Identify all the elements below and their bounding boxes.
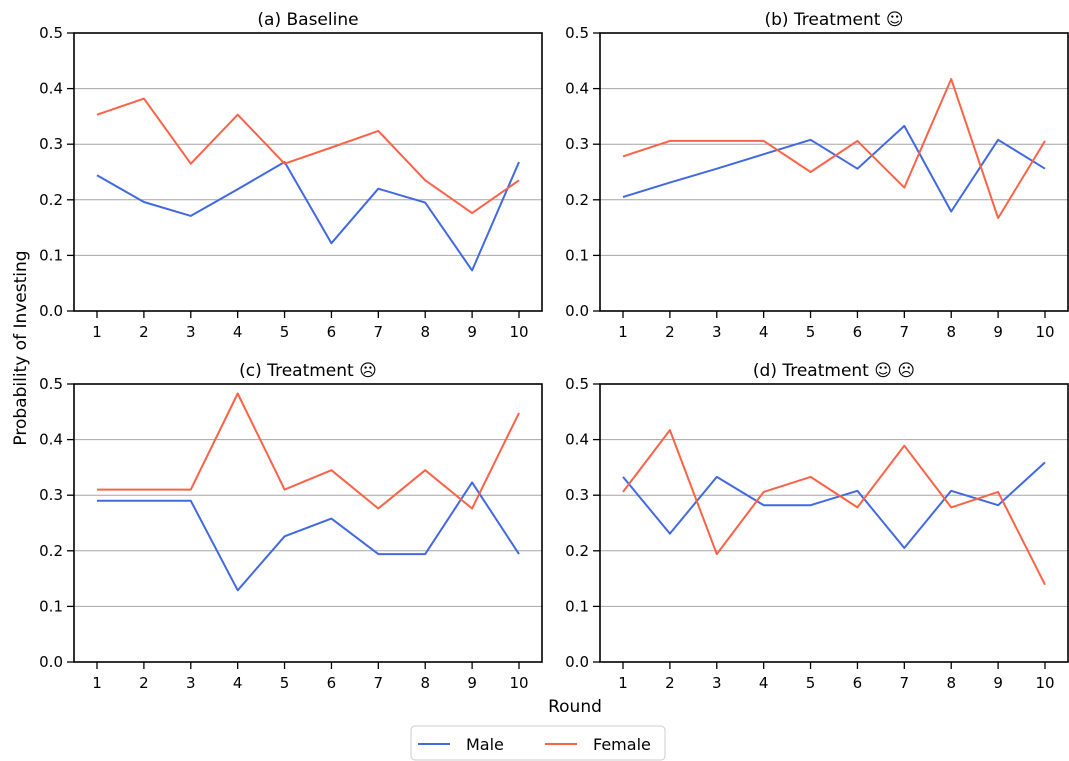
y-tick-label-a: 0.1 <box>39 246 63 264</box>
y-tick-label-c: 0.0 <box>39 653 63 671</box>
panel-title-c: (c) Treatment ☹ <box>239 361 377 381</box>
legend-frame <box>410 725 666 761</box>
y-tick-label-b: 0.5 <box>565 24 589 42</box>
x-tick-label-b: 4 <box>759 323 769 341</box>
y-tick-label-d: 0.0 <box>565 653 589 671</box>
x-tick-label-a: 9 <box>467 323 477 341</box>
y-tick-label-d: 0.4 <box>565 431 589 449</box>
x-tick-label-a: 7 <box>374 323 384 341</box>
y-tick-label-b: 0.2 <box>565 191 589 209</box>
x-tick-label-c: 10 <box>509 674 528 692</box>
series-female-line-b <box>622 78 1046 220</box>
x-tick-label-d: 5 <box>806 674 816 692</box>
panel-title-b: (b) Treatment ☺ <box>764 10 903 30</box>
x-tick-label-b: 1 <box>618 323 628 341</box>
panels: 0.0 0.1 0.2 0.3 0.4 0.5 1 2 3 4 5 6 7 8 9 10 (a) Baselin… <box>39 10 1069 692</box>
x-axis-label: Round <box>548 697 602 717</box>
x-tick-label-c: 5 <box>280 674 290 692</box>
plot-frame-b <box>599 32 1069 312</box>
y-tick-label-a: 0.3 <box>39 135 63 153</box>
x-tick-label-a: 1 <box>92 323 102 341</box>
legend-label-female: Female <box>593 735 651 754</box>
series-female-line-c <box>97 392 520 510</box>
y-tick-label-b: 0.4 <box>565 80 589 98</box>
series-male-line-b <box>622 124 1046 213</box>
x-tick-label-d: 7 <box>900 674 910 692</box>
x-tick-label-a: 6 <box>327 323 337 341</box>
panel-d: 0.0 0.1 0.2 0.3 0.4 0.5 1 2 3 4 5 6 7 8 9 10 (d) Treatme… <box>565 361 1069 692</box>
series-male-line-c <box>97 481 520 592</box>
y-tick-label-c: 0.1 <box>39 597 63 615</box>
x-tick-label-b: 7 <box>900 323 910 341</box>
x-tick-label-b: 5 <box>806 323 816 341</box>
x-tick-label-b: 3 <box>712 323 722 341</box>
x-tick-label-c: 6 <box>327 674 337 692</box>
x-tick-label-c: 1 <box>92 674 102 692</box>
y-tick-label-c: 0.4 <box>39 431 63 449</box>
series-male-line-a <box>96 161 520 272</box>
x-tick-label-a: 3 <box>186 323 196 341</box>
x-tick-label-d: 6 <box>853 674 863 692</box>
y-tick-label-d: 0.2 <box>565 542 589 560</box>
y-tick-label-d: 0.5 <box>565 375 589 393</box>
x-tick-label-b: 6 <box>853 323 863 341</box>
x-tick-label-b: 9 <box>993 323 1003 341</box>
legend: Male Female <box>410 725 666 761</box>
x-tick-label-b: 2 <box>665 323 675 341</box>
y-axis-label: Probability of Investing <box>11 250 31 445</box>
x-tick-label-d: 10 <box>1035 674 1054 692</box>
y-tick-label-b: 0.0 <box>565 302 589 320</box>
x-tick-label-a: 8 <box>420 323 430 341</box>
y-tick-label-a: 0.2 <box>39 191 63 209</box>
panel-b: 0.0 0.1 0.2 0.3 0.4 0.5 1 2 3 4 5 6 7 8 9 10 (b) Treatme… <box>565 10 1069 341</box>
y-tick-label-b: 0.3 <box>565 135 589 153</box>
plot-frame-c <box>73 383 543 663</box>
y-tick-label-d: 0.3 <box>565 486 589 504</box>
plot-frame-d <box>599 383 1069 663</box>
panel-a: 0.0 0.1 0.2 0.3 0.4 0.5 1 2 3 4 5 6 7 8 9 10 (a) Baselin… <box>39 10 543 341</box>
panel-title-d: (d) Treatment ☺ ☹ <box>753 361 915 381</box>
x-tick-label-a: 4 <box>233 323 243 341</box>
y-tick-label-d: 0.1 <box>565 597 589 615</box>
y-tick-label-a: 0.4 <box>39 80 63 98</box>
x-tick-label-d: 3 <box>712 674 722 692</box>
y-tick-label-a: 0.0 <box>39 302 63 320</box>
x-tick-label-c: 9 <box>467 674 477 692</box>
series-male-line-d <box>622 461 1046 549</box>
legend-label-male: Male <box>466 735 504 754</box>
panel-c: 0.0 0.1 0.2 0.3 0.4 0.5 1 2 3 4 5 6 7 8 9 10 (c) Treatme… <box>39 361 543 692</box>
y-tick-label-b: 0.1 <box>565 246 589 264</box>
x-tick-label-d: 9 <box>993 674 1003 692</box>
series-female-line-d <box>622 429 1046 586</box>
y-tick-label-a: 0.5 <box>39 24 63 42</box>
y-tick-label-c: 0.5 <box>39 375 63 393</box>
y-tick-label-c: 0.2 <box>39 542 63 560</box>
x-tick-label-c: 4 <box>233 674 243 692</box>
x-tick-label-d: 4 <box>759 674 769 692</box>
x-tick-label-c: 3 <box>186 674 196 692</box>
plot-frame-a <box>73 32 543 312</box>
x-tick-label-a: 5 <box>280 323 290 341</box>
x-tick-label-d: 1 <box>618 674 628 692</box>
x-tick-label-d: 2 <box>665 674 675 692</box>
x-tick-label-a: 10 <box>509 323 528 341</box>
x-tick-label-d: 8 <box>946 674 956 692</box>
x-tick-label-c: 8 <box>420 674 430 692</box>
x-tick-label-b: 8 <box>946 323 956 341</box>
panel-title-a: (a) Baseline <box>257 10 358 30</box>
x-tick-label-b: 10 <box>1035 323 1054 341</box>
x-tick-label-a: 2 <box>139 323 149 341</box>
x-tick-label-c: 7 <box>374 674 384 692</box>
y-tick-label-c: 0.3 <box>39 486 63 504</box>
x-tick-label-c: 2 <box>139 674 149 692</box>
series-female-line-a <box>96 97 520 215</box>
